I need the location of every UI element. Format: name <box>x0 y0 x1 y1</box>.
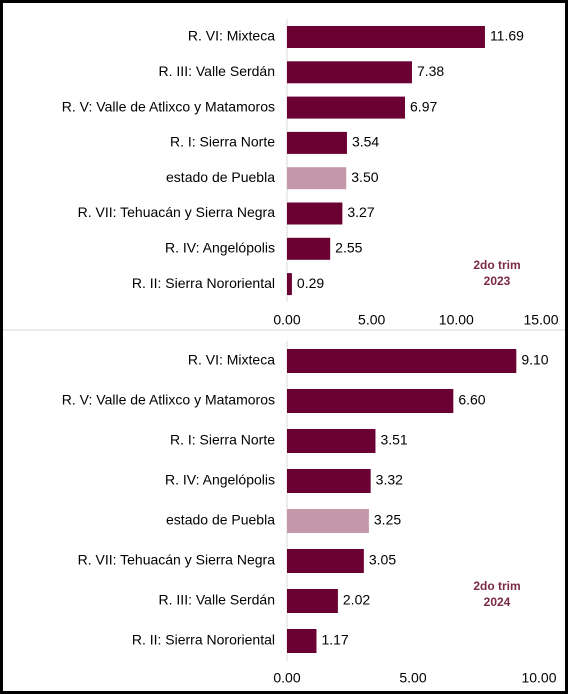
bar <box>287 629 317 653</box>
annotation: 2024 <box>484 595 511 609</box>
value-label: 3.27 <box>347 204 374 220</box>
value-label: 3.50 <box>351 169 378 185</box>
annotation: 2do trim <box>473 579 520 593</box>
value-label: 11.69 <box>490 28 524 44</box>
category-label: R. VI: Mixteca <box>188 352 275 368</box>
category-label: estado de Puebla <box>166 169 275 185</box>
category-label: R. IV: Angelópolis <box>165 472 275 488</box>
x-tick-label: 0.00 <box>273 312 300 328</box>
x-tick-label: 10.00 <box>439 312 474 328</box>
value-label: 3.32 <box>376 472 403 488</box>
category-label: R. VI: Mixteca <box>188 28 275 44</box>
category-label: estado de Puebla <box>166 512 275 528</box>
category-label: R. I: Sierra Norte <box>170 134 275 150</box>
bar <box>287 237 331 260</box>
bar <box>287 509 369 533</box>
bar <box>287 26 485 48</box>
x-tick-label: 5.00 <box>399 670 426 686</box>
x-tick-label: 5.00 <box>358 312 385 328</box>
value-label: 9.10 <box>521 352 548 368</box>
bar <box>287 389 454 413</box>
bar <box>287 61 412 84</box>
value-label: 6.97 <box>410 98 437 114</box>
category-label: R. I: Sierra Norte <box>170 432 275 448</box>
annotation: 2023 <box>484 274 511 288</box>
bar <box>287 469 371 493</box>
category-label: R. II: Sierra Nororiental <box>132 632 275 648</box>
category-label: R. II: Sierra Nororiental <box>132 275 275 291</box>
value-label: 3.05 <box>369 552 396 568</box>
category-label: R. IV: Angelópolis <box>165 240 275 256</box>
annotation: 2do trim <box>473 258 520 272</box>
value-label: 2.55 <box>335 240 362 256</box>
category-label: R. VII: Tehuacán y Sierra Negra <box>78 204 276 220</box>
bar <box>287 589 338 613</box>
bar <box>287 349 517 373</box>
bar <box>287 131 347 154</box>
x-tick-label: 0.00 <box>273 670 300 686</box>
value-label: 0.29 <box>297 275 324 291</box>
value-label: 1.17 <box>321 632 348 648</box>
bar <box>287 429 376 453</box>
value-label: 3.51 <box>380 432 407 448</box>
category-label: R. III: Valle Serdán <box>159 592 275 608</box>
value-label: 3.25 <box>374 512 401 528</box>
bar <box>287 202 343 225</box>
category-label: R. III: Valle Serdán <box>159 63 275 79</box>
category-label: R. V: Valle de Atlixco y Matamoros <box>62 98 275 114</box>
value-label: 6.60 <box>458 392 485 408</box>
bar <box>287 167 347 190</box>
bar <box>287 549 364 573</box>
bar <box>287 273 292 296</box>
x-tick-label: 15.00 <box>523 312 558 328</box>
value-label: 3.54 <box>352 134 379 150</box>
category-label: R. VII: Tehuacán y Sierra Negra <box>78 552 276 568</box>
category-label: R. V: Valle de Atlixco y Matamoros <box>62 392 275 408</box>
value-label: 7.38 <box>417 63 444 79</box>
x-tick-label: 10.00 <box>521 670 556 686</box>
value-label: 2.02 <box>343 592 370 608</box>
bar <box>287 96 406 119</box>
